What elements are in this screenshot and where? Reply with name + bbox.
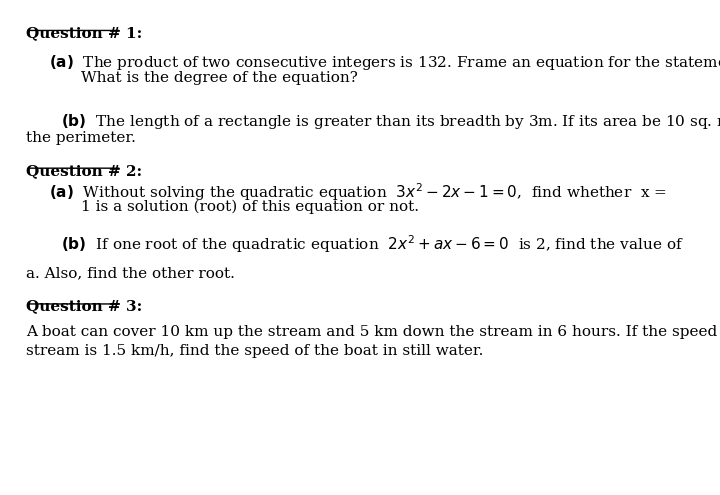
Text: $\mathbf{(a)}$  The product of two consecutive integers is 132. Frame an equatio: $\mathbf{(a)}$ The product of two consec… — [49, 53, 720, 72]
Text: A boat can cover 10 km up the stream and 5 km down the stream in 6 hours. If the: A boat can cover 10 km up the stream and… — [27, 325, 720, 340]
Text: a. Also, find the other root.: a. Also, find the other root. — [27, 266, 235, 280]
Text: $\mathbf{(a)}$  Without solving the quadratic equation  $3x^2-2x-1=0$,  find whe: $\mathbf{(a)}$ Without solving the quadr… — [49, 181, 666, 203]
Text: Question # 1:: Question # 1: — [27, 26, 143, 40]
Text: What is the degree of the equation?: What is the degree of the equation? — [81, 71, 358, 85]
Text: Question # 2:: Question # 2: — [27, 164, 143, 178]
Text: $\mathbf{(b)}$  If one root of the quadratic equation  $2x^2+ax-6=0$  is 2, find: $\mathbf{(b)}$ If one root of the quadra… — [61, 233, 684, 254]
Text: 1 is a solution (root) of this equation or not.: 1 is a solution (root) of this equation … — [81, 200, 419, 214]
Text: Question # 3:: Question # 3: — [27, 299, 143, 313]
Text: $\mathbf{(b)}$  The length of a rectangle is greater than its breadth by 3m. If : $\mathbf{(b)}$ The length of a rectangle… — [61, 112, 720, 131]
Text: stream is 1.5 km/h, find the speed of the boat in still water.: stream is 1.5 km/h, find the speed of th… — [27, 344, 484, 358]
Text: the perimeter.: the perimeter. — [27, 131, 136, 145]
